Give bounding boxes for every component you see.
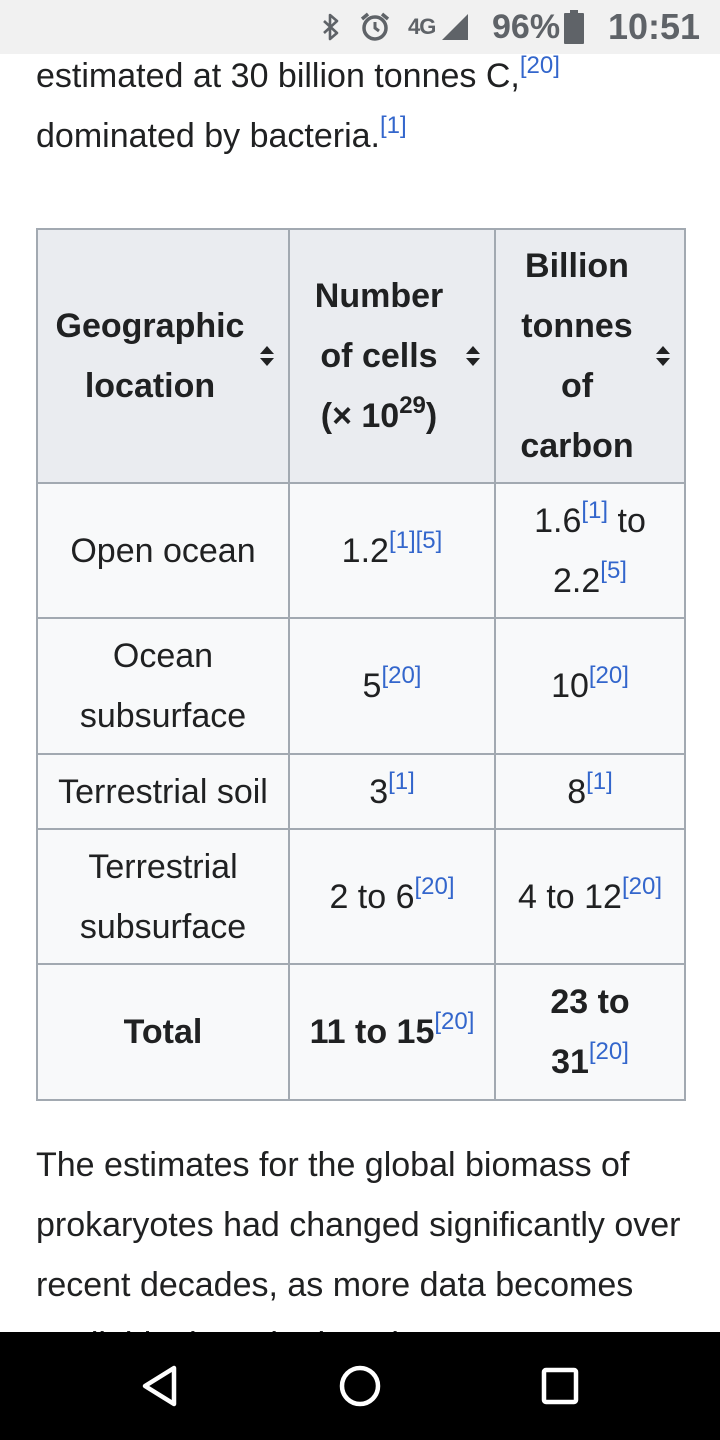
cell-location: Open ocean (36, 482, 290, 619)
cell-location: Total (36, 963, 290, 1101)
recents-icon (541, 1367, 579, 1405)
intro-text-1: estimated at 30 billion tonnes C, (36, 57, 520, 95)
body-paragraph: The estimates for the global biomass of … (36, 1146, 681, 1332)
citation-link[interactable]: [5] (600, 556, 627, 584)
home-button[interactable] (300, 1332, 420, 1440)
table-row: Ocean subsurface 5[20] 10[20] (36, 617, 686, 755)
header-label: Billion tonnes of carbon (520, 247, 634, 465)
cell-carbon: 1.6[1] to 2.2[5] (494, 482, 686, 619)
citation-link[interactable]: [1] (379, 112, 407, 139)
cell-cells: 3[1] (288, 753, 496, 830)
cell-carbon: 10[20] (494, 617, 686, 755)
column-header-location[interactable]: Geographic location (36, 228, 290, 484)
intro-paragraph: estimated at 30 billion tonnes C,[20] do… (36, 54, 684, 166)
battery-icon (564, 0, 586, 54)
column-header-carbon[interactable]: Billion tonnes of carbon (494, 228, 686, 484)
citation-link[interactable]: [1] (581, 496, 609, 524)
sort-icon[interactable] (464, 344, 482, 368)
cell-carbon: 8[1] (494, 753, 686, 830)
navigation-bar (0, 1332, 720, 1440)
cell-location: Ocean subsurface (36, 617, 290, 755)
cell-location: Terrestrial subsurface (36, 828, 290, 965)
citation-link[interactable]: [1] (388, 767, 415, 795)
header-label: Geographic location (55, 307, 245, 405)
sort-icon[interactable] (654, 344, 672, 368)
cell-carbon: 23 to 31[20] (494, 963, 686, 1101)
citation-link[interactable]: [1][5] (388, 526, 443, 554)
table-row: Open ocean 1.2[1][5] 1.6[1] to 2.2[5] (36, 482, 686, 619)
citation-link[interactable]: [20] (588, 662, 629, 689)
cell-cells: 2 to 6[20] (288, 828, 496, 965)
cell-cells: 1.2[1][5] (288, 482, 496, 619)
network-type: 4G (408, 14, 436, 39)
citation-link[interactable]: [20] (519, 54, 560, 79)
battery-percent: 96% (492, 7, 561, 46)
cell-cells: 5[20] (288, 617, 496, 755)
bluetooth-icon (316, 0, 346, 54)
back-icon (142, 1365, 177, 1407)
citation-link[interactable]: [1] (586, 767, 613, 795)
alarm-icon (358, 0, 392, 54)
cell-cells: 11 to 15[20] (288, 963, 496, 1101)
back-button[interactable] (100, 1332, 220, 1440)
signal-icon (440, 0, 472, 54)
citation-link[interactable]: [20] (434, 1008, 475, 1035)
citation-link[interactable]: [20] (414, 872, 455, 900)
cell-carbon: 4 to 12[20] (494, 828, 686, 965)
column-header-cells[interactable]: Number of cells (× 1029) (288, 228, 496, 484)
header-label: Number of cells (× 1029) (314, 277, 444, 435)
citation-link[interactable]: [20] (588, 1038, 629, 1065)
citation-link[interactable]: [20] (621, 872, 662, 900)
cell-location: Terrestrial soil (36, 753, 290, 830)
home-icon (339, 1365, 381, 1407)
intro-text-2: dominated by bacteria. (36, 117, 380, 155)
biomass-table: Geographic location Number of cells (× 10… (36, 228, 686, 1101)
recents-button[interactable] (500, 1332, 620, 1440)
table-row-total: Total 11 to 15[20] 23 to 31[20] (36, 963, 686, 1101)
sort-icon[interactable] (258, 344, 276, 368)
clock: 10:51 (608, 6, 701, 47)
citation-link[interactable]: [20] (381, 662, 422, 689)
table-row: Terrestrial subsurface 2 to 6[20] 4 to 1… (36, 828, 686, 965)
table-row: Terrestrial soil 3[1] 8[1] (36, 753, 686, 830)
article-content: estimated at 30 billion tonnes C,[20] do… (0, 54, 720, 1332)
table-header-row: Geographic location Number of cells (× 10… (36, 228, 686, 484)
status-bar: 4G 96% 10:51 (0, 0, 720, 54)
